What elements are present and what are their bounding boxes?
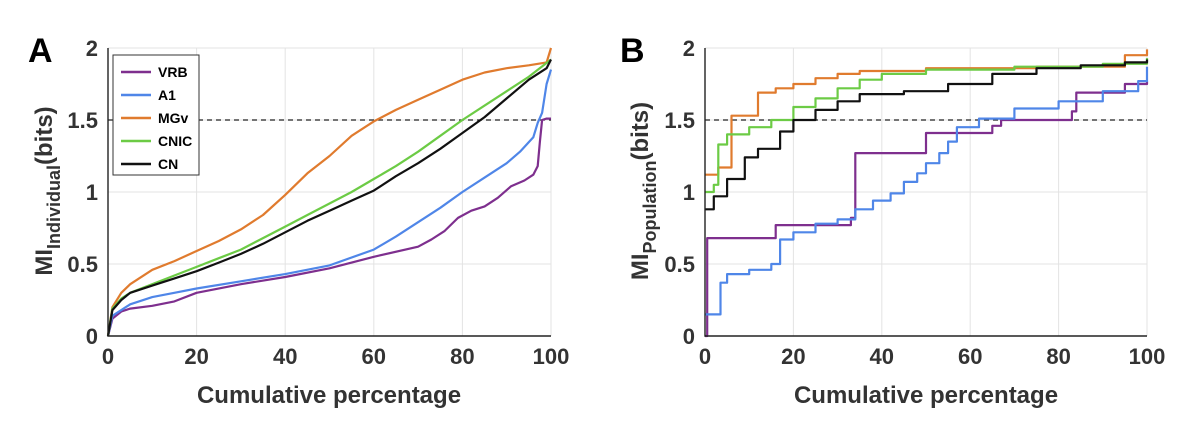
x-tick-label: 60	[362, 344, 386, 369]
y-tick-label: 1	[683, 180, 695, 205]
series-line-a1	[106, 69, 553, 337]
panel-a: A 0 20 40 60 80 100 0 0.5 1 1.5 2 Cumulative perc…	[28, 32, 569, 409]
legend-box	[112, 54, 200, 176]
panel-b-y-axis-label-subscript: Population	[640, 160, 660, 253]
x-tick-label: 0	[699, 344, 711, 369]
panel-b-y-tick-labels: 0 0.5 1 1.5 2	[664, 36, 695, 349]
panel-b-x-tick-labels: 0 20 40 60 80 100	[699, 344, 1165, 369]
panel-b-letter: B	[620, 32, 645, 70]
panel-b-x-axis-label: Cumulative percentage	[794, 382, 1058, 409]
panel-b: B 0 20 40 60 80 100 0 0.5 1 1.5 2 Cumulative perc…	[620, 32, 1165, 409]
legend-label-a1: A1	[158, 87, 176, 103]
x-tick-label: 80	[1046, 344, 1070, 369]
panel-b-axes	[704, 48, 1147, 337]
series-line-cn	[705, 59, 1149, 211]
series-line-a1	[705, 66, 1149, 316]
legend-label-vrb: VRB	[158, 64, 188, 80]
panel-b-y-axis-label-main: MI	[627, 253, 654, 280]
x-tick-label: 80	[450, 344, 474, 369]
panel-a-x-axis-label: Cumulative percentage	[197, 382, 461, 409]
legend-label-cn: CN	[158, 156, 178, 172]
x-tick-label: 100	[533, 344, 570, 369]
x-tick-label: 40	[870, 344, 894, 369]
axis-lines	[704, 48, 1147, 337]
x-tick-label: 0	[102, 344, 114, 369]
panel-b-plot-area	[705, 49, 1149, 338]
y-tick-label: 2	[86, 36, 98, 61]
legend-items: VRB A1 MGv CNIC CN	[121, 64, 192, 172]
panel-a-y-axis-label-units: (bits)	[31, 106, 58, 165]
x-tick-label: 100	[1129, 344, 1166, 369]
series-line-vrb	[705, 81, 1149, 338]
series-line-mgv	[106, 47, 553, 337]
axis-lines	[107, 48, 551, 337]
y-tick-label: 0.5	[67, 252, 98, 277]
y-tick-label: 0.5	[664, 252, 695, 277]
legend-label-mgv: MGv	[158, 110, 189, 126]
panel-b-y-axis-label-units: (bits)	[627, 102, 654, 161]
panel-a-x-tick-labels: 0 20 40 60 80 100	[102, 344, 569, 369]
x-tick-label: 20	[781, 344, 805, 369]
x-tick-label: 40	[273, 344, 297, 369]
series-line-cnic	[705, 58, 1149, 194]
series-line-cn	[106, 59, 552, 337]
legend-label-cnic: CNIC	[158, 133, 192, 149]
panel-a-legend: VRB A1 MGv CNIC CN	[112, 54, 200, 176]
y-tick-label: 1	[86, 180, 98, 205]
panel-a-y-tick-labels: 0 0.5 1 1.5 2	[67, 36, 98, 349]
panel-a-y-axis-label: MIIndividual(bits)	[31, 106, 64, 275]
series-line-vrb	[106, 117, 551, 337]
y-tick-label: 0	[683, 324, 695, 349]
y-tick-label: 2	[683, 36, 695, 61]
x-tick-label: 60	[958, 344, 982, 369]
panel-a-y-axis-label-main: MI	[31, 249, 58, 276]
panel-a-letter: A	[28, 32, 53, 70]
x-tick-label: 20	[184, 344, 208, 369]
panel-a-axes	[107, 48, 551, 337]
y-tick-label: 1.5	[664, 108, 695, 133]
panel-a-y-axis-label-subscript: Individual	[44, 165, 64, 249]
y-tick-label: 0	[86, 324, 98, 349]
y-tick-label: 1.5	[67, 108, 98, 133]
panel-b-y-axis-label: MIPopulation(bits)	[627, 102, 660, 280]
